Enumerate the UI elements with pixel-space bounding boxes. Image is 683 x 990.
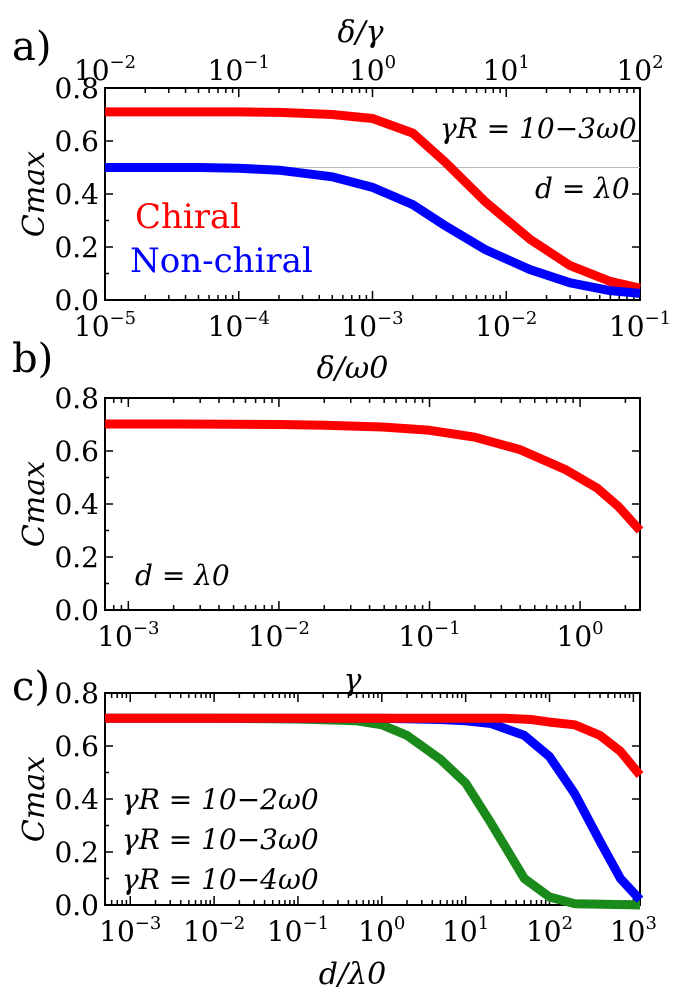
y-tick-label: 0.6: [54, 435, 99, 468]
annotation-distance: d = λ0: [535, 172, 630, 205]
y-axis-title: Cmax: [17, 151, 52, 237]
series-line-2: [105, 713, 644, 778]
panel-label: c): [12, 664, 50, 710]
top-x-tick-label: 102: [616, 52, 663, 87]
x-tick-label: 10−2: [248, 618, 310, 653]
legend-entry: γR = 10−3ω0: [122, 823, 319, 856]
y-tick-label: 0.4: [54, 783, 99, 816]
y-tick-label: 0.2: [54, 231, 99, 264]
panel-b: b) 0.0 0.2 0.4 0.6 0.8 10−3 10−2 10−1 100 Cmax γ d =…: [12, 336, 644, 698]
x-tick-label: 10−3: [97, 618, 159, 653]
y-tick-label: 0.0: [54, 594, 99, 627]
x-tick-label: 10−2: [183, 913, 245, 948]
y-tick-label: 0.2: [54, 541, 99, 574]
top-axis-title: δ/γ: [337, 15, 383, 50]
y-tick-label: 0.8: [54, 72, 99, 105]
top-x-tick-label: 10−1: [208, 52, 270, 87]
x-tick-label: 10−2: [475, 308, 537, 343]
top-x-tick-label: 101: [483, 52, 530, 87]
x-tick-label: 10−4: [208, 308, 270, 343]
top-x-tick-label: 100: [349, 52, 396, 87]
panel-label: a): [12, 24, 51, 70]
panel-label: b): [12, 336, 53, 382]
x-tick-label: 103: [610, 913, 657, 948]
x-axis-title: γ: [344, 663, 362, 698]
x-tick-label: 100: [358, 913, 405, 948]
y-tick-label: 0.4: [54, 488, 99, 521]
y-tick-label: 0.0: [54, 284, 99, 317]
series-line-1: [105, 163, 641, 298]
x-tick-label: 10−1: [398, 618, 460, 653]
x-tick-label: 10−3: [341, 308, 403, 343]
x-axis-title: δ/ω0: [317, 351, 389, 386]
x-axis-title: d/λ0: [319, 957, 386, 990]
y-tick-label: 0.2: [54, 836, 99, 869]
series-line-0: [105, 107, 641, 293]
legend-entry: γR = 10−2ω0: [122, 783, 319, 816]
annotation-gamma-r: γR = 10−3ω0: [440, 112, 637, 145]
x-tick-label: 10−3: [99, 913, 161, 948]
series-line-0: [105, 419, 644, 534]
y-tick-label: 0.0: [54, 889, 99, 922]
y-tick-label: 0.8: [54, 382, 99, 415]
x-tick-label: 101: [442, 913, 489, 948]
legend-non-chiral: Non-chiral: [130, 241, 313, 281]
x-tick-label: 100: [557, 618, 604, 653]
y-tick-label: 0.6: [54, 730, 99, 763]
x-tick-label: 10−1: [267, 913, 329, 948]
legend-entry: γR = 10−4ω0: [122, 863, 319, 896]
annotation-distance: d = λ0: [135, 559, 230, 592]
x-tick-label: 102: [526, 913, 573, 948]
y-axis-title: Cmax: [17, 461, 52, 547]
x-tick-label: 10−5: [74, 308, 136, 343]
y-axis-title: Cmax: [17, 756, 52, 842]
y-tick-label: 0.6: [54, 125, 99, 158]
panel-c: c) 0.0 0.2 0.4 0.6 0.8 10−3 10−2 10−1 100 101 102 10…: [12, 664, 657, 990]
y-tick-label: 0.4: [54, 178, 99, 211]
panel-a: a) 0.0 0.2 0.4 0.6 0.8 10−5 10−4 10−3 10−2 10−1 10−…: [12, 15, 671, 386]
top-x-tick-label: 10−2: [74, 52, 136, 87]
y-tick-label: 0.8: [54, 677, 99, 710]
x-tick-label: 10−1: [609, 308, 671, 343]
legend-chiral: Chiral: [135, 197, 241, 237]
